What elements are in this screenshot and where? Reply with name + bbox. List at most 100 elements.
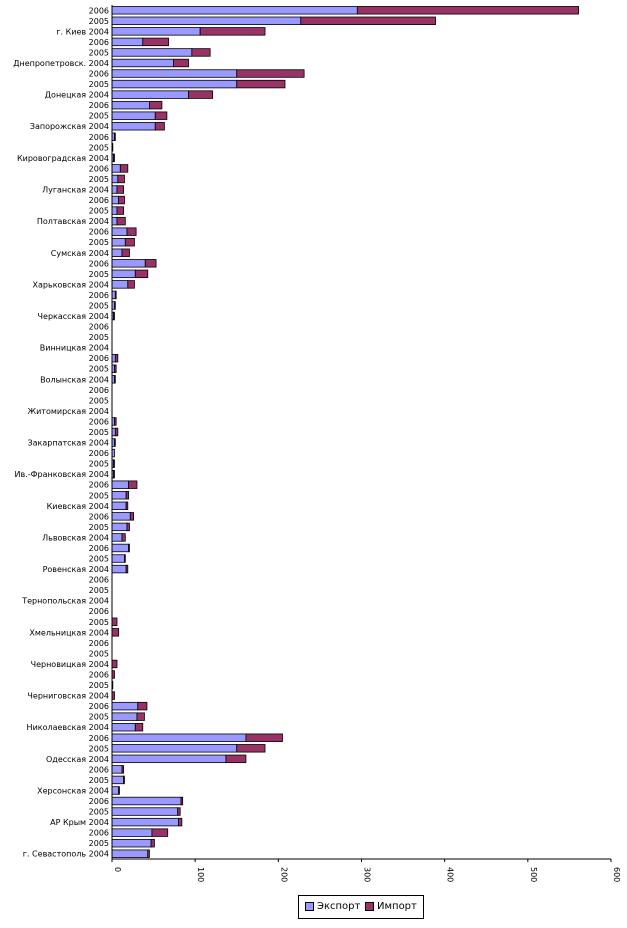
year-label-g1-2006: 2006 xyxy=(89,797,109,806)
bar-import-g6-2004 xyxy=(111,659,118,669)
bar-export-g18-2006 xyxy=(111,259,146,268)
bar-export-g24-2004 xyxy=(111,90,189,99)
bar-export-g18-2004 xyxy=(111,280,129,289)
year-label-g9-2004: Ровенская 2004 xyxy=(43,565,109,574)
x-tick-label-400: 400 xyxy=(446,867,455,882)
year-label-g0-2005: 2005 xyxy=(89,839,109,848)
x-tick-label-500: 500 xyxy=(529,867,538,882)
year-label-g2-2005: 2005 xyxy=(89,776,109,785)
bar-import-g15-2004 xyxy=(114,375,116,384)
year-label-g1-2004: АР Крым 2004 xyxy=(50,818,109,827)
year-label-g2-2004: Херсонская 2004 xyxy=(37,786,109,795)
bar-import-g2-2005 xyxy=(123,775,125,785)
bar-export-g23-2006 xyxy=(111,100,150,110)
year-label-g14-2004: Житомирская 2004 xyxy=(27,407,109,416)
bar-import-g22-2006 xyxy=(114,132,116,141)
year-label-g15-2006: 2006 xyxy=(89,354,109,363)
bar-import-g21-2005 xyxy=(117,174,125,184)
bar-export-g3-2006 xyxy=(111,733,247,742)
bar-export-g19-2005 xyxy=(111,238,126,247)
bar-export-g24-2006 xyxy=(111,69,238,78)
bar-import-g11-2004 xyxy=(125,501,129,510)
bar-export-g19-2006 xyxy=(111,227,128,236)
bar-import-g15-2006 xyxy=(114,354,119,363)
bar-export-g4-2005 xyxy=(111,712,138,721)
year-label-g17-2005: 2005 xyxy=(89,301,109,310)
year-label-g19-2005: 2005 xyxy=(89,238,109,247)
year-label-g8-2006: 2006 xyxy=(89,576,109,585)
year-label-g13-2006: 2006 xyxy=(89,417,109,426)
bar-import-g11-2005 xyxy=(125,491,130,500)
bar-import-g22-2004 xyxy=(113,153,115,163)
bar-export-g0-2004 xyxy=(111,849,149,858)
bar-import-g9-2006 xyxy=(128,543,130,553)
bar-import-g24-2004 xyxy=(188,90,214,99)
bar-import-g10-2005 xyxy=(126,522,130,532)
legend-label-export: Экспорт xyxy=(317,901,361,912)
bar-import-g25-2005 xyxy=(191,48,211,57)
bar-export-g26-2004 xyxy=(111,27,201,36)
year-label-g12-2006: 2006 xyxy=(89,449,109,458)
bar-export-g23-2005 xyxy=(111,111,156,120)
bar-import-g0-2006 xyxy=(151,828,169,837)
bar-import-g23-2006 xyxy=(149,100,163,110)
bar-import-g20-2004 xyxy=(116,216,126,226)
bar-export-g0-2006 xyxy=(111,828,153,837)
legend-swatch-export xyxy=(305,902,314,911)
bars-layer xyxy=(111,6,579,858)
bar-import-g2-2006 xyxy=(121,765,125,774)
year-label-g18-2005: 2005 xyxy=(89,270,109,279)
year-label-g24-2005: 2005 xyxy=(89,80,109,89)
year-label-g6-2005: 2005 xyxy=(89,649,109,658)
legend: Экспорт Импорт xyxy=(298,895,424,919)
year-label-g10-2005: 2005 xyxy=(89,523,109,532)
bar-import-g20-2005 xyxy=(116,206,125,215)
bar-export-g10-2005 xyxy=(111,522,128,532)
year-label-g24-2004: Донецкая 2004 xyxy=(45,91,109,100)
bar-import-g7-2005 xyxy=(111,617,118,626)
year-label-g4-2004: Николаевская 2004 xyxy=(27,723,109,732)
year-label-g0-2006: 2006 xyxy=(89,829,109,838)
year-label-g23-2004: Запорожская 2004 xyxy=(30,122,109,131)
bar-export-g1-2004 xyxy=(111,817,179,827)
bar-export-g21-2005 xyxy=(111,174,119,184)
year-label-g20-2005: 2005 xyxy=(89,207,109,216)
year-label-g8-2005: 2005 xyxy=(89,586,109,595)
year-label-g1-2005: 2005 xyxy=(89,808,109,817)
bar-import-g18-2006 xyxy=(144,259,157,268)
bar-export-g10-2004 xyxy=(111,533,123,542)
legend-label-import: Импорт xyxy=(377,901,417,912)
bar-export-g4-2006 xyxy=(111,701,139,711)
year-label-g14-2005: 2005 xyxy=(89,396,109,405)
bar-import-g11-2006 xyxy=(128,480,138,489)
bar-import-g26-2006 xyxy=(356,6,579,15)
year-label-g10-2006: 2006 xyxy=(89,512,109,521)
year-label-g8-2004: Тернопольская 2004 xyxy=(21,597,109,606)
bar-import-g23-2005 xyxy=(154,111,168,120)
bar-import-g9-2004 xyxy=(125,564,129,574)
x-tick-labels: 0 100 200 300 400 500 600 xyxy=(111,859,621,882)
year-label-g16-2004: Винницкая 2004 xyxy=(40,344,109,353)
year-label-g24-2006: 2006 xyxy=(89,70,109,79)
legend-swatch-import xyxy=(365,902,374,911)
year-label-g0-2004: г. Севастополь 2004 xyxy=(23,850,109,859)
bar-export-g21-2006 xyxy=(111,164,121,173)
bar-import-g19-2004 xyxy=(121,248,130,257)
year-label-g3-2004: Одесская 2004 xyxy=(46,755,109,764)
bar-export-g9-2006 xyxy=(111,543,130,553)
year-label-g21-2004: Луганская 2004 xyxy=(42,186,109,195)
year-label-g20-2004: Полтавская 2004 xyxy=(37,217,109,226)
bar-import-g1-2005 xyxy=(177,807,181,816)
year-label-g14-2006: 2006 xyxy=(89,386,109,395)
bar-export-g0-2005 xyxy=(111,838,152,848)
bar-export-g25-2006 xyxy=(111,37,144,47)
year-label-g25-2006: 2006 xyxy=(89,38,109,47)
bar-import-g18-2004 xyxy=(127,280,135,289)
bar-import-g13-2004 xyxy=(114,438,116,447)
x-tick-label-600: 600 xyxy=(612,867,621,882)
year-label-g4-2006: 2006 xyxy=(89,702,109,711)
bar-import-g26-2004 xyxy=(199,27,266,36)
year-label-g25-2004: Днепропетровск. 2004 xyxy=(13,59,109,68)
bar-export-g21-2004 xyxy=(111,185,118,194)
year-label-g12-2004: Ив.-Франковская 2004 xyxy=(14,470,109,479)
